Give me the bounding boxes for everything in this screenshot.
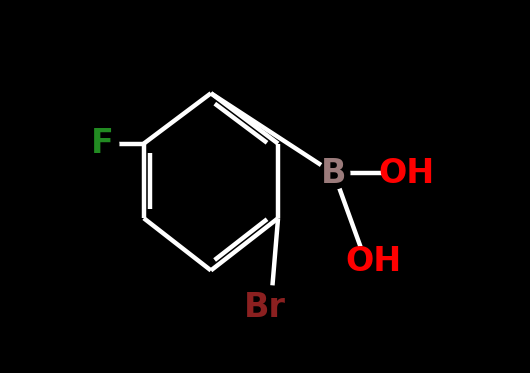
Text: F: F	[91, 127, 114, 160]
Text: OH: OH	[345, 245, 401, 278]
Text: Br: Br	[244, 291, 286, 324]
Text: B: B	[321, 157, 347, 190]
Text: OH: OH	[378, 157, 435, 190]
